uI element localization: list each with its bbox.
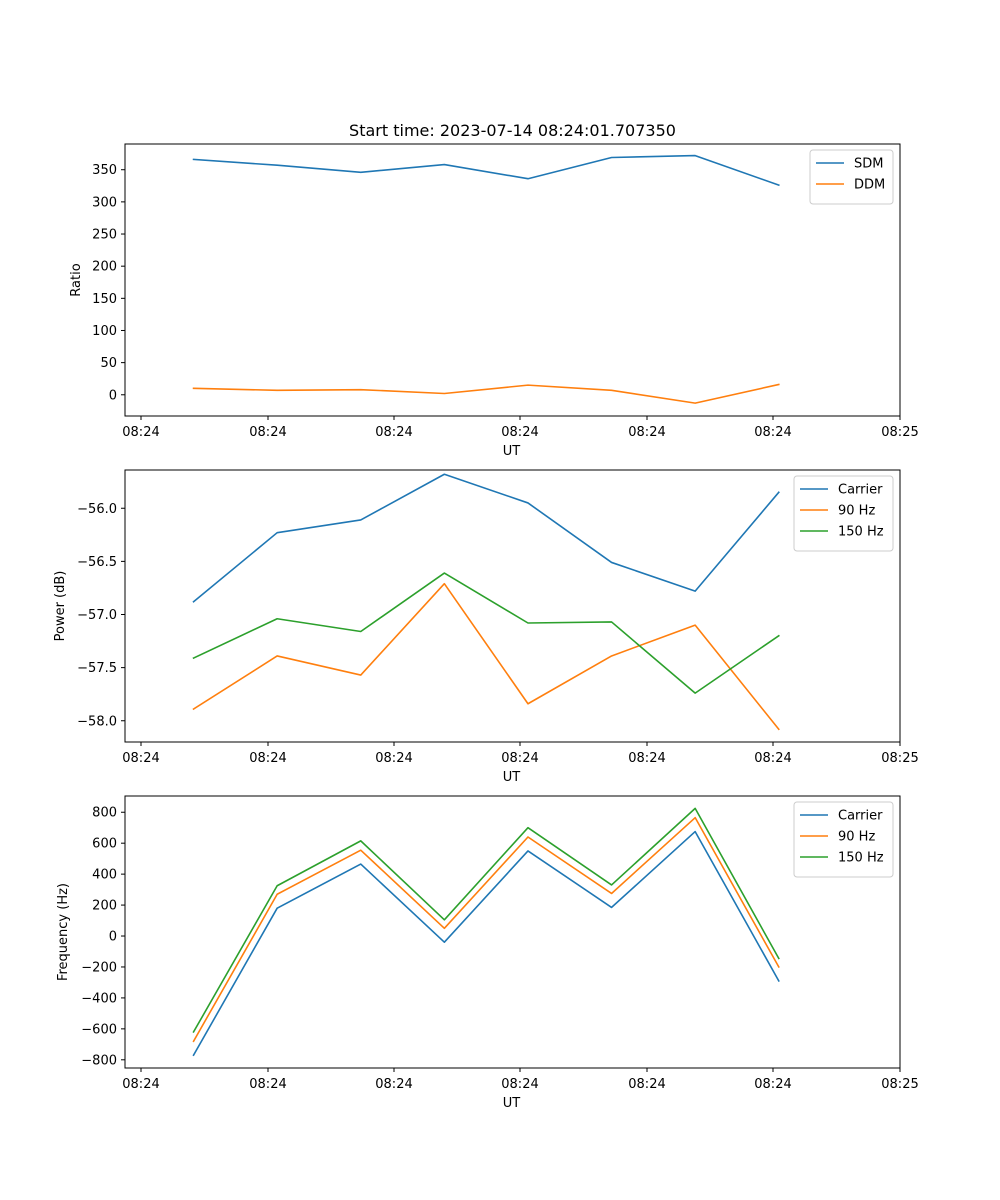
y-tick-label: 600 [92,837,117,852]
y-tick-label: −57.5 [77,661,117,676]
y-tick-label: 0 [109,930,117,945]
x-tick-label: 08:24 [122,425,159,440]
plot-frame [124,143,901,417]
y-axis-label: Power (dB) [53,571,68,642]
legend: SDM DDM [809,149,894,205]
y-tick-label: 100 [92,324,117,339]
series-line-90-hz [192,582,780,731]
x-tick-label: 08:24 [754,751,791,766]
legend-label: 90 Hz [838,830,875,845]
y-tick-label: −400 [81,991,117,1006]
x-tick-label: 08:24 [375,1077,412,1092]
y-tick-label: −600 [81,1022,117,1037]
series-line-ddm [192,383,780,404]
x-tick-label: 08:24 [501,425,538,440]
plot-frame [124,795,901,1069]
y-tick-label: 150 [92,292,117,307]
y-tick-label: −57.0 [77,608,117,623]
legend-frame [793,801,894,878]
y-tick-label: −56.0 [77,502,117,517]
x-tick-label: 08:24 [122,751,159,766]
x-tick-label: 08:25 [881,1077,918,1092]
subplot-2: −58.0 −57.5 −57.0 −56.5 −56.0 08:24 08:24 08:24… [53,469,919,785]
series-line-sdm [192,154,780,187]
legend-label: 90 Hz [838,504,875,519]
legend-label: Carrier [838,483,883,498]
x-axis-label: UT [503,444,521,459]
y-tick-label: 200 [92,899,117,914]
y-tick-label: −56.5 [77,555,117,570]
legend-frame [793,475,894,552]
series-line-150-hz [192,807,780,1034]
x-tick-label: 08:24 [501,751,538,766]
y-tick-label: 250 [92,228,117,243]
x-axis-label: UT [503,1096,521,1111]
y-tick-label: 800 [92,806,117,821]
legend-label: 150 Hz [838,525,884,540]
y-axis-label: Frequency (Hz) [56,883,71,981]
x-tick-label: 08:25 [881,425,918,440]
x-tick-label: 08:24 [249,1077,286,1092]
x-tick-label: 08:24 [628,751,665,766]
x-tick-label: 08:24 [249,751,286,766]
x-tick-label: 08:24 [375,751,412,766]
series-line-150-hz [192,572,780,694]
x-tick-label: 08:24 [501,1077,538,1092]
y-tick-label: −58.0 [77,714,117,729]
x-tick-label: 08:24 [628,425,665,440]
x-axis-label: UT [503,770,521,785]
x-tick-label: 08:24 [754,1077,791,1092]
x-tick-label: 08:24 [628,1077,665,1092]
plot-frame [124,469,901,743]
x-tick-label: 08:24 [122,1077,159,1092]
y-tick-label: 300 [92,195,117,210]
legend: Carrier 90 Hz 150 Hz [793,475,894,552]
series-line-carrier [192,830,780,1057]
series-line-carrier [192,473,780,603]
y-tick-label: 200 [92,260,117,275]
legend-label: SDM [854,157,883,172]
x-tick-label: 08:24 [754,425,791,440]
y-tick-label: 400 [92,868,117,883]
x-tick-label: 08:24 [375,425,412,440]
y-tick-label: −800 [81,1053,117,1068]
legend-label: DDM [854,178,885,193]
legend-label: 150 Hz [838,851,884,866]
legend-label: Carrier [838,809,883,824]
chart-title: Start time: 2023-07-14 08:24:01.707350 [349,121,676,140]
y-tick-label: 350 [92,163,117,178]
subplot-1: Start time: 2023-07-14 08:24:01.707350 0 5… [69,121,919,459]
y-tick-label: 0 [109,388,117,403]
y-tick-label: 50 [100,356,117,371]
y-tick-label: −200 [81,960,117,975]
series-line-90-hz [192,816,780,1043]
y-axis-label: Ratio [69,263,84,296]
subplot-3: −800 −600 −400 −200 0 200 400 600 800 08:24 08:24 0… [56,795,919,1111]
legend: Carrier 90 Hz 150 Hz [793,801,894,878]
x-tick-label: 08:24 [249,425,286,440]
x-tick-label: 08:25 [881,751,918,766]
